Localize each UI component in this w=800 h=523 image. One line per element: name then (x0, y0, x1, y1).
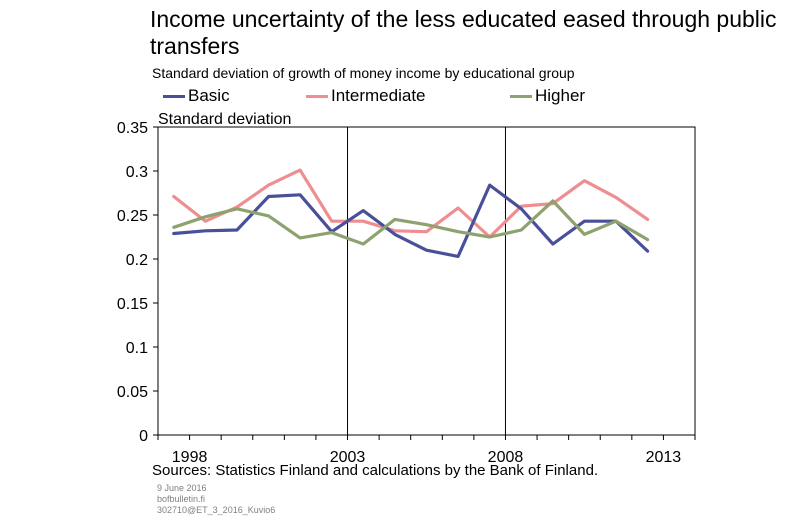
x-tick-label-2008: 2008 (488, 449, 524, 466)
legend-label-intermediate: Intermediate (331, 86, 426, 105)
chart-title: Income uncertainty of the less educated … (150, 6, 777, 59)
sources-note: Sources: Statistics Finland and calculat… (152, 462, 599, 479)
y-tick-label: 0.35 (117, 120, 148, 137)
series-line-intermediate (172, 168, 650, 239)
legend-item-intermediate: Intermediate (306, 86, 426, 106)
y-tick-label: 0.05 (117, 384, 148, 401)
legend-label-higher: Higher (535, 86, 586, 105)
x-tick-label-2013: 2013 (646, 449, 682, 466)
y-tick-label: 0.25 (117, 208, 148, 225)
y-axis-title: Standard deviation (158, 111, 291, 128)
footer-site: bofbulletin.fi (157, 494, 206, 504)
plot-frame (157, 126, 696, 436)
footer-date: 9 June 2016 (157, 483, 207, 493)
y-tick-label: 0.1 (126, 340, 148, 357)
x-tick-label-2003: 2003 (330, 449, 366, 466)
y-tick-label: 0 (139, 428, 148, 445)
y-tick-label: 0.15 (117, 296, 148, 313)
legend-item-higher: Higher (510, 86, 585, 106)
y-tick-label: 0.3 (126, 164, 148, 181)
x-tick-label-1998: 1998 (172, 449, 208, 466)
legend-label-basic: Basic (188, 86, 230, 105)
legend-swatch-intermediate (306, 94, 328, 98)
legend-item-basic: Basic (163, 86, 230, 106)
series-line-higher (172, 199, 650, 246)
y-tick-label: 0.2 (126, 252, 148, 269)
chart-subtitle: Standard deviation of growth of money in… (152, 65, 575, 81)
footer-code: 302710@ET_3_2016_Kuvio6 (157, 505, 276, 515)
legend-swatch-basic (163, 94, 185, 98)
legend-swatch-higher (510, 94, 532, 98)
